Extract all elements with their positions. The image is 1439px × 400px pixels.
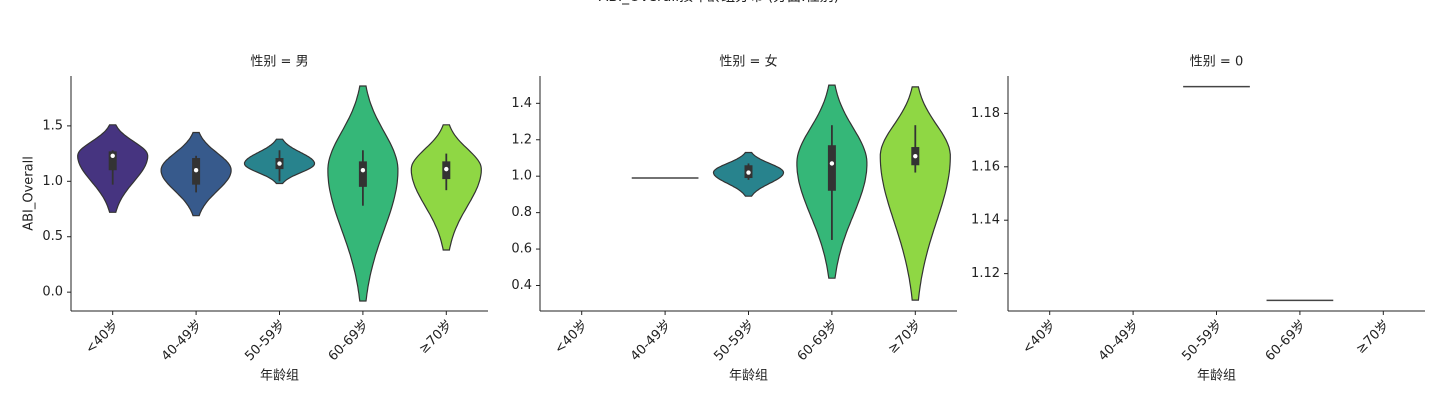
panel-title: 性别 = 女 xyxy=(719,54,777,70)
median xyxy=(829,161,835,166)
y-tick-label: 0.5 xyxy=(42,229,63,244)
x-tick-label: <40岁 xyxy=(1020,318,1059,357)
y-tick-label: 1.4 xyxy=(511,96,532,111)
median xyxy=(746,170,751,175)
y-tick-label: 0.4 xyxy=(511,278,532,293)
x-axis-label: 年龄组 xyxy=(260,369,299,384)
median xyxy=(444,166,449,172)
x-tick-label: 50-59岁 xyxy=(711,318,758,365)
x-tick-label: 60-69岁 xyxy=(795,318,842,365)
x-tick-label: 60-69岁 xyxy=(326,318,373,365)
median xyxy=(360,168,366,173)
y-tick-label: 1.18 xyxy=(971,106,1000,121)
x-axis-label: 年龄组 xyxy=(1197,369,1236,384)
y-tick-label: 1.12 xyxy=(971,266,1000,281)
y-tick-label: 1.0 xyxy=(511,169,532,184)
median xyxy=(193,168,199,173)
x-tick-label: 40-49岁 xyxy=(159,318,206,365)
figure-title: ABI_Overall按年龄组分布 (分面:性别) xyxy=(599,0,839,5)
x-tick-label: ≥70岁 xyxy=(1353,318,1392,357)
violin xyxy=(879,86,951,301)
panel-title: 性别 = 0 xyxy=(1190,55,1243,70)
box xyxy=(827,145,836,191)
median xyxy=(913,153,918,159)
x-tick-label: 50-59岁 xyxy=(1179,318,1226,365)
y-tick-label: 0.6 xyxy=(511,242,532,257)
y-tick-label: 1.5 xyxy=(42,118,63,133)
median xyxy=(277,161,282,166)
y-tick-label: 1.16 xyxy=(971,159,1000,174)
median xyxy=(110,153,115,159)
box xyxy=(358,161,367,187)
x-axis-label: 年龄组 xyxy=(729,369,768,384)
x-tick-label: ≥70岁 xyxy=(416,318,455,357)
x-tick-label: ≥70岁 xyxy=(885,318,924,357)
box xyxy=(108,151,117,171)
y-tick-label: 1.2 xyxy=(511,132,532,147)
x-tick-label: 40-49岁 xyxy=(628,318,675,365)
x-tick-label: 40-49岁 xyxy=(1096,318,1143,365)
x-tick-label: <40岁 xyxy=(83,318,122,357)
y-tick-label: 1.0 xyxy=(42,174,63,189)
x-tick-label: 60-69岁 xyxy=(1263,318,1310,365)
x-tick-label: 50-59岁 xyxy=(242,318,289,365)
y-tick-label: 0.0 xyxy=(42,285,63,300)
y-axis-label: ABI_Overall xyxy=(22,156,37,231)
panel-title: 性别 = 男 xyxy=(250,55,308,70)
y-tick-label: 1.14 xyxy=(971,213,1000,228)
y-tick-label: 0.8 xyxy=(511,205,532,220)
x-tick-label: <40岁 xyxy=(552,318,591,357)
